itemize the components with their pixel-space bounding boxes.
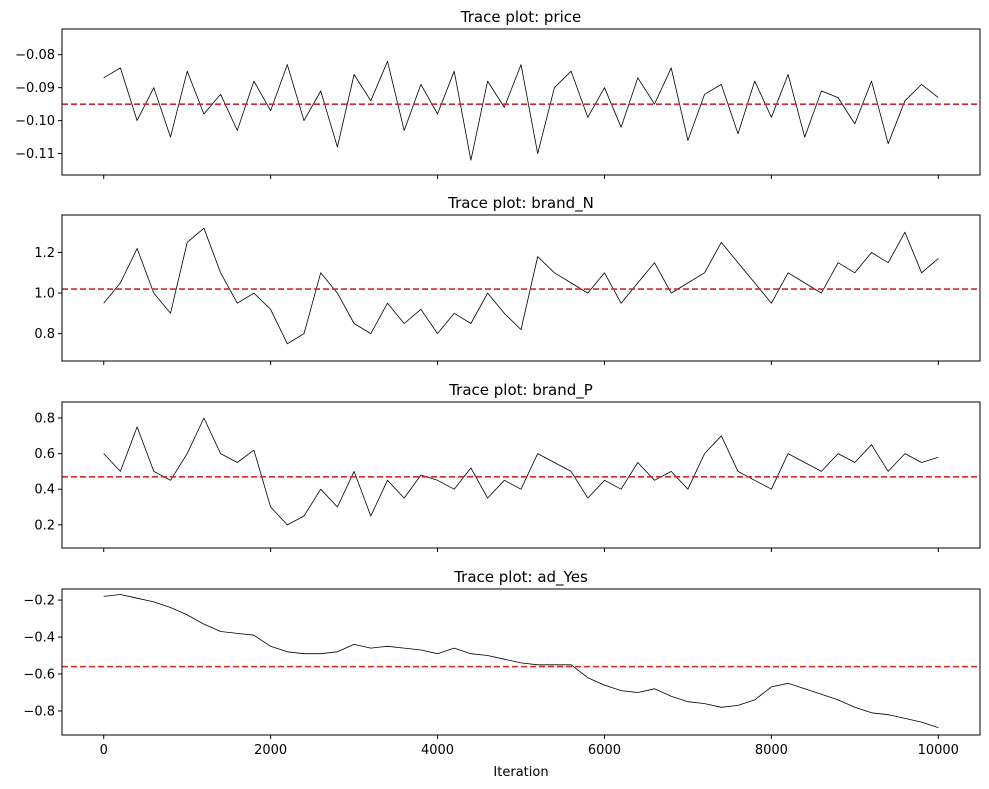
panel-title: Trace plot: ad_Yes <box>453 568 588 587</box>
trace-line <box>103 594 939 728</box>
x-tick-label: 2000 <box>254 743 287 758</box>
y-tick-label: 0.8 <box>34 412 55 427</box>
x-tick-label: 10000 <box>918 743 959 758</box>
x-tick-label: 6000 <box>588 743 621 758</box>
trace-line <box>103 60 939 161</box>
y-tick-label: −0.4 <box>23 631 55 646</box>
y-tick-label: −0.10 <box>15 114 55 129</box>
trace-line <box>103 227 939 345</box>
y-tick-label: 0.4 <box>34 483 55 498</box>
y-tick-label: −0.6 <box>23 668 55 683</box>
panel-1: Trace plot: price −0.08 −0.09 −0.10 −0.11 <box>15 8 981 179</box>
y-tick-label: −0.8 <box>23 704 55 719</box>
trace-line <box>103 417 939 526</box>
y-tick-label: −0.2 <box>23 594 55 609</box>
y-tick-label: 1.0 <box>34 287 55 302</box>
panel-title: Trace plot: price <box>460 8 581 26</box>
y-tick-label: 0.6 <box>34 447 55 462</box>
x-tick-label: 8000 <box>755 743 788 758</box>
y-tick-label: −0.09 <box>15 81 55 96</box>
panel-title: Trace plot: brand_P <box>448 381 593 400</box>
y-tick-label: −0.08 <box>15 48 55 63</box>
panel-title: Trace plot: brand_N <box>447 194 594 213</box>
axes-frame <box>61 401 981 549</box>
panel-3: Trace plot: brand_P 0.2 0.4 0.6 0.8 <box>34 381 981 552</box>
y-tick-label: 0.8 <box>34 327 55 342</box>
x-axis-label: Iteration <box>493 765 548 780</box>
x-tick-label: 0 <box>100 743 108 758</box>
axes-frame <box>61 28 981 176</box>
x-tick-label: 4000 <box>421 743 454 758</box>
panel-2: Trace plot: brand_N 0.8 1.0 1.2 <box>34 194 981 365</box>
axes-frame <box>61 588 981 736</box>
y-tick-label: −0.11 <box>15 147 55 162</box>
axes-frame <box>61 214 981 362</box>
y-tick-label: 0.2 <box>34 518 55 533</box>
y-tick-label: 1.2 <box>34 246 55 261</box>
panel-4: Trace plot: ad_Yes −0.2 −0.4 −0.6 −0.8 0 2000 4… <box>23 568 981 780</box>
